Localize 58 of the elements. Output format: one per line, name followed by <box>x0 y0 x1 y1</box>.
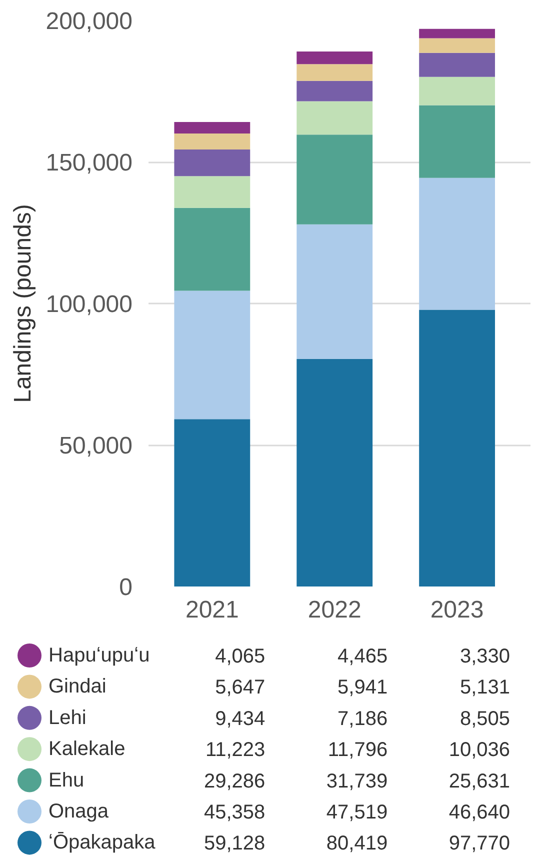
bar <box>296 358 373 586</box>
bar <box>419 76 495 106</box>
y-tick-label: 100,000 <box>46 291 133 318</box>
bar <box>174 208 250 291</box>
bar <box>174 122 250 134</box>
data-label: 4,465 <box>338 646 388 668</box>
legend-label: Ehu <box>48 769 84 792</box>
data-label: 59,128 <box>204 832 266 855</box>
bar <box>419 28 495 38</box>
data-label: 5,131 <box>460 676 510 699</box>
bar <box>296 134 373 224</box>
x-tick-label: 2022 <box>308 596 362 624</box>
data-label: 5,941 <box>338 676 388 699</box>
y-tick-label: 0 <box>119 574 133 601</box>
data-label: 97,770 <box>448 832 510 855</box>
bar <box>174 419 250 586</box>
x-tick-label: 2023 <box>430 596 484 624</box>
legend-label: ʻŌpakapaka <box>48 832 156 854</box>
data-label: 45,358 <box>204 802 266 824</box>
data-label: 25,631 <box>448 770 510 792</box>
data-label: 80,419 <box>326 832 388 855</box>
bar <box>419 310 495 586</box>
bar <box>419 178 495 310</box>
data-label: 31,739 <box>326 770 388 792</box>
data-label: 3,330 <box>460 646 510 668</box>
legend-label: Gindai <box>48 676 106 698</box>
data-label: 11,223 <box>205 739 266 762</box>
bar <box>419 105 495 178</box>
y-tick-label: 50,000 <box>59 432 132 460</box>
bar <box>296 224 373 359</box>
data-label: 7,186 <box>338 708 388 730</box>
bar <box>174 290 250 420</box>
legend-label: Kalekale <box>48 738 126 760</box>
bar <box>174 133 250 150</box>
data-label: 4,065 <box>215 646 266 668</box>
y-tick-label: 200,000 <box>46 8 133 35</box>
bar <box>419 52 495 77</box>
data-label: 8,505 <box>460 708 510 730</box>
data-label: 29,286 <box>204 770 266 792</box>
bar <box>174 176 250 208</box>
legend-label: Lehi <box>48 706 86 729</box>
data-label: 11,796 <box>328 739 388 762</box>
bar <box>419 38 495 53</box>
y-tick-label: 150,000 <box>46 150 133 176</box>
data-label: 5,647 <box>215 676 266 699</box>
legend-label: Onaga <box>48 800 110 822</box>
bar <box>296 101 373 135</box>
data-label: 10,036 <box>448 739 510 762</box>
legend-label: Hapuʻupuʻu <box>48 644 150 666</box>
y-axis-title: Landings (pounds) <box>10 204 37 403</box>
bar <box>296 64 373 81</box>
bar <box>174 149 250 176</box>
data-label: 47,519 <box>326 802 388 824</box>
data-label: 9,434 <box>215 708 266 730</box>
bar <box>296 80 373 102</box>
x-tick-label: 2021 <box>185 596 239 624</box>
data-label: 46,640 <box>448 802 510 824</box>
bar <box>296 51 373 64</box>
